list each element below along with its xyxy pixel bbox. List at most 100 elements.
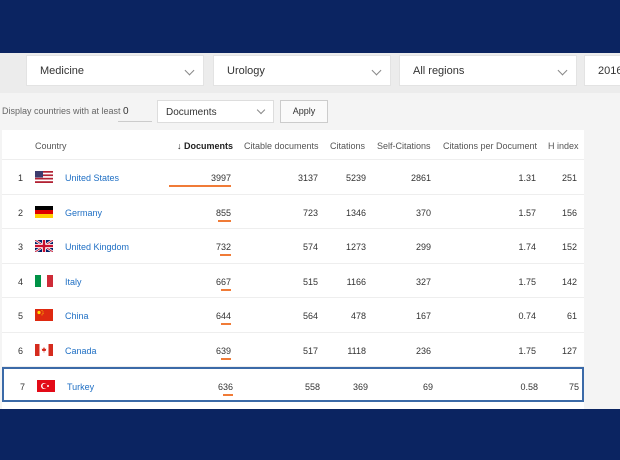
flag-it-icon — [35, 274, 53, 287]
header-self-citations[interactable]: Self-Citations — [377, 141, 431, 151]
table-row[interactable]: 2 Germany 855 723 1346 370 1.57 156 — [2, 195, 584, 229]
subject-area-select[interactable]: Medicine — [26, 55, 204, 86]
documents-cell: 644 — [215, 311, 231, 321]
table-row[interactable]: 1 United States 3997 3137 5239 2861 1.31 251 — [2, 160, 584, 195]
threshold-metric-select[interactable]: Documents — [157, 100, 274, 123]
rank-cell: 5 — [18, 311, 24, 321]
header-h-index[interactable]: H index — [548, 141, 579, 151]
documents-cell: 667 — [215, 276, 231, 287]
citations-cell: 478 — [350, 311, 366, 321]
apply-button[interactable]: Apply — [280, 100, 328, 123]
highlighted-table-row[interactable]: 7 Turkey 636 558 369 69 0.58 75 — [2, 367, 584, 402]
flag-ca-icon — [35, 343, 53, 356]
subject-category-select[interactable]: Urology — [213, 55, 391, 86]
citable-documents-cell: 517 — [302, 345, 318, 356]
country-link[interactable]: China — [65, 311, 89, 321]
citable-documents-cell: 723 — [302, 207, 318, 218]
flag-de-icon — [35, 205, 53, 218]
year-select[interactable]: 2016 — [584, 55, 620, 86]
citations-per-document-cell: 1.31 — [518, 173, 536, 183]
threshold-bar: Display countries with at least 0 Docume… — [0, 97, 620, 125]
documents-bar — [220, 254, 231, 256]
citable-documents-cell: 515 — [302, 276, 318, 287]
documents-cell: 636 — [217, 382, 233, 392]
header-country[interactable]: Country — [35, 141, 67, 151]
h-index-cell: 156 — [561, 207, 577, 218]
self-citations-cell: 2861 — [410, 173, 431, 183]
citations-per-document-cell: 1.57 — [518, 207, 536, 218]
documents-bar — [221, 357, 231, 360]
documents-cell: 732 — [215, 242, 231, 252]
h-index-cell: 61 — [566, 311, 577, 321]
country-link[interactable]: United States — [65, 173, 120, 183]
flag-tr-icon — [37, 380, 55, 392]
citations-cell: 1166 — [346, 276, 366, 287]
citable-documents-cell: 558 — [304, 382, 320, 392]
h-index-cell: 127 — [561, 345, 577, 356]
table-row[interactable]: 5 China 644 564 478 167 0.74 61 — [2, 298, 584, 333]
rank-cell: 6 — [18, 345, 24, 356]
citations-per-document-cell: 1.74 — [518, 242, 536, 252]
header-citations-per-document[interactable]: Citations per Document — [443, 141, 538, 151]
citations-per-document-cell: 1.75 — [518, 345, 536, 356]
country-table: Country ↓ Documents Citable documents Ci… — [2, 130, 584, 409]
rank-cell: 1 — [18, 173, 24, 183]
threshold-metric-value: Documents — [166, 107, 217, 118]
documents-cell: 639 — [215, 345, 231, 356]
citations-cell: 1118 — [347, 345, 366, 356]
region-select[interactable]: All regions — [399, 55, 577, 86]
region-value: All regions — [413, 65, 465, 77]
ranking-panel: Medicine Urology All regions 2016 Displa… — [0, 53, 620, 409]
country-link[interactable]: United Kingdom — [65, 242, 130, 252]
country-link[interactable]: Canada — [65, 345, 97, 356]
year-value: 2016 — [598, 65, 620, 77]
table-row[interactable]: 3 United Kingdom 732 574 1273 299 1.74 152 — [2, 229, 584, 264]
citations-cell: 5239 — [345, 173, 366, 183]
country-link[interactable]: Italy — [65, 276, 82, 287]
citable-documents-cell: 564 — [302, 311, 318, 321]
header-citable-documents[interactable]: Citable documents — [244, 141, 319, 151]
table-row[interactable]: 4 Italy 667 515 1166 327 1.75 142 — [2, 264, 584, 298]
country-link[interactable]: Germany — [65, 207, 103, 218]
self-citations-cell: 69 — [422, 382, 433, 392]
citations-cell: 1346 — [345, 207, 366, 218]
threshold-input[interactable]: 0 — [118, 102, 152, 122]
documents-bar — [223, 394, 233, 396]
self-citations-cell: 167 — [415, 311, 431, 321]
chevron-down-icon — [371, 65, 382, 76]
flag-cn-icon — [35, 309, 53, 321]
documents-bar — [169, 185, 231, 187]
header-citations[interactable]: Citations — [330, 141, 366, 151]
table-row[interactable]: 6 Canada 639 517 1118 236 1.75 127 — [2, 333, 584, 367]
rank-cell: 4 — [18, 276, 24, 287]
filter-bar: Medicine Urology All regions 2016 — [0, 53, 620, 93]
rank-cell: 7 — [20, 382, 26, 392]
chevron-down-icon — [256, 105, 266, 115]
h-index-cell: 75 — [568, 382, 579, 392]
country-link[interactable]: Turkey — [67, 382, 95, 392]
chevron-down-icon — [557, 65, 568, 76]
documents-bar — [221, 288, 231, 291]
documents-cell: 3997 — [210, 173, 231, 183]
self-citations-cell: 370 — [415, 207, 431, 218]
self-citations-cell: 299 — [415, 242, 431, 252]
header-documents[interactable]: ↓ Documents — [177, 141, 234, 151]
citations-per-document-cell: 1.75 — [518, 276, 536, 287]
citable-documents-cell: 3137 — [297, 173, 318, 183]
flag-gb-icon — [35, 240, 53, 252]
h-index-cell: 142 — [561, 276, 577, 287]
subject-area-value: Medicine — [40, 65, 85, 77]
subject-category-value: Urology — [227, 65, 265, 77]
citable-documents-cell: 574 — [302, 242, 318, 252]
citations-per-document-cell: 0.74 — [518, 311, 536, 321]
h-index-cell: 152 — [561, 242, 577, 252]
flag-us-icon — [35, 171, 53, 183]
documents-cell: 855 — [215, 207, 231, 218]
documents-bar — [218, 219, 231, 222]
self-citations-cell: 327 — [415, 276, 431, 287]
documents-bar — [221, 323, 231, 325]
self-citations-cell: 236 — [415, 345, 431, 356]
citations-per-document-cell: 0.58 — [520, 382, 538, 392]
citations-cell: 1273 — [345, 242, 366, 252]
citations-cell: 369 — [352, 382, 368, 392]
